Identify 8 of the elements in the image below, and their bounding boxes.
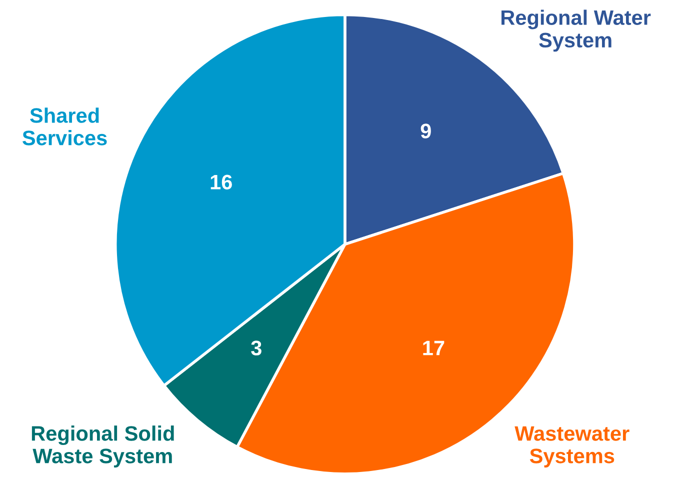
data-label: 9 [420,124,431,138]
data-label: 3 [251,340,262,356]
slice-label: Regional Water System [502,10,651,52]
data-label: 17 [423,340,444,356]
slice-label: Wastewater Systems [514,426,630,468]
slice-label: Shared Services [22,108,107,146]
data-label: 16 [210,174,232,190]
slice-label: Regional Solid Waste System [32,426,174,468]
